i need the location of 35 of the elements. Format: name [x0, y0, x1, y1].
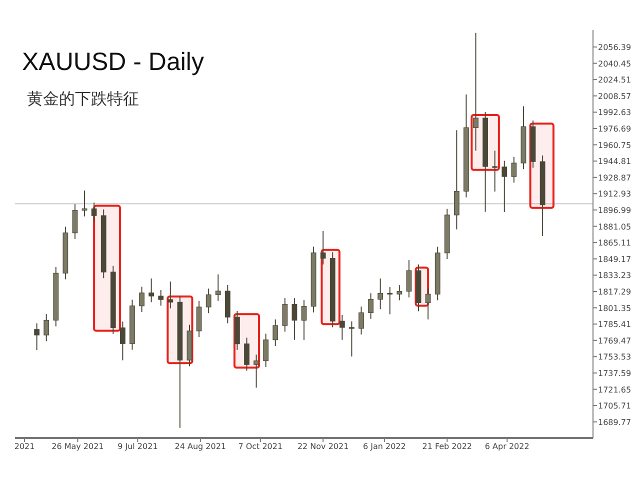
y-tick-label: 1785.41	[598, 320, 632, 330]
y-tick-label: 1976.69	[598, 124, 632, 134]
x-tick-label: 9 Jul 2021	[118, 442, 158, 451]
y-tick-label: 1801.35	[598, 304, 632, 313]
y-tick-label: 1705.71	[598, 402, 632, 411]
text: 黄金的下跌特征	[27, 90, 139, 108]
y-tick-label: 1992.63	[598, 108, 632, 118]
y-tick-label: 1944.81	[598, 157, 632, 166]
y-tick-label: 1849.17	[598, 254, 632, 264]
x-tick-label: 2021	[14, 442, 35, 451]
y-tick-label: 1721.65	[598, 385, 632, 394]
y-tick-label: 1912.93	[598, 190, 632, 199]
y-tick-label: 1928.87	[598, 173, 632, 182]
x-tick-label: 7 Oct 2021	[238, 442, 283, 451]
text: XAUUSD - Daily	[22, 48, 204, 76]
y-tick-label: 2024.51	[598, 76, 632, 85]
x-tick-label: 22 Nov 2021	[297, 442, 349, 451]
x-tick-label: 6 Jan 2022	[362, 442, 406, 451]
y-tick-label: 1960.75	[598, 140, 632, 150]
y-tick-label: 1769.47	[598, 336, 632, 346]
y-tick-label: 1753.53	[598, 352, 632, 362]
y-tick-label: 2040.45	[598, 59, 632, 68]
y-tick-label: 1896.99	[598, 206, 632, 215]
y-tick-label: 1817.29	[598, 287, 632, 296]
x-tick-label: 26 May 2021	[52, 442, 104, 451]
y-tick-label: 1833.23	[598, 271, 632, 280]
x-tick-label: 6 Apr 2022	[484, 442, 530, 451]
y-tick-label: 2056.39	[598, 42, 632, 52]
y-tick-label: 1865.11	[598, 238, 632, 248]
y-tick-label: 1737.59	[598, 368, 632, 378]
x-tick-label: 24 Aug 2021	[174, 442, 226, 451]
x-tick-label: 21 Feb 2022	[422, 442, 472, 451]
y-tick-label: 1689.77	[598, 418, 632, 427]
y-tick-label: 1881.05	[598, 222, 632, 232]
y-tick-label: 2008.57	[598, 92, 632, 101]
